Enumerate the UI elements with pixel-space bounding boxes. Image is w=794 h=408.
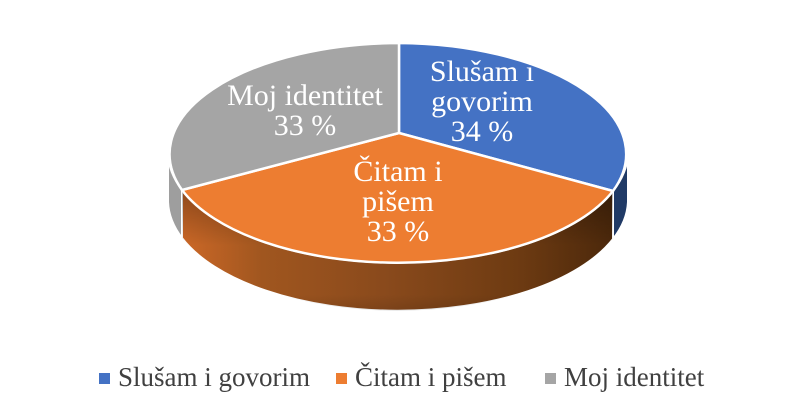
legend-label: Moj identitet [564, 361, 705, 392]
pie-slice-moj-identitet [168, 41, 401, 192]
legend-marker-square-icon [336, 372, 347, 384]
legend-marker-square-icon [99, 372, 110, 384]
legend-marker-square-icon [545, 372, 556, 384]
legend-item-moj-identitet: Moj identitet [545, 362, 704, 392]
pie-chart [167, 41, 629, 312]
pie-slice-citam-i-pisem [180, 131, 615, 264]
pie-side-shading-overlay [182, 190, 613, 311]
legend-item-citam-i-pisem: Čitam i pišem [336, 362, 507, 392]
legend-label: Čitam i pišem [355, 361, 507, 392]
legend-item-slusam-i-govorim: Slušam i govorim [99, 362, 310, 392]
legend-label: Slušam i govorim [118, 361, 311, 392]
pie-slice-slusam-i-govorim [397, 41, 628, 193]
